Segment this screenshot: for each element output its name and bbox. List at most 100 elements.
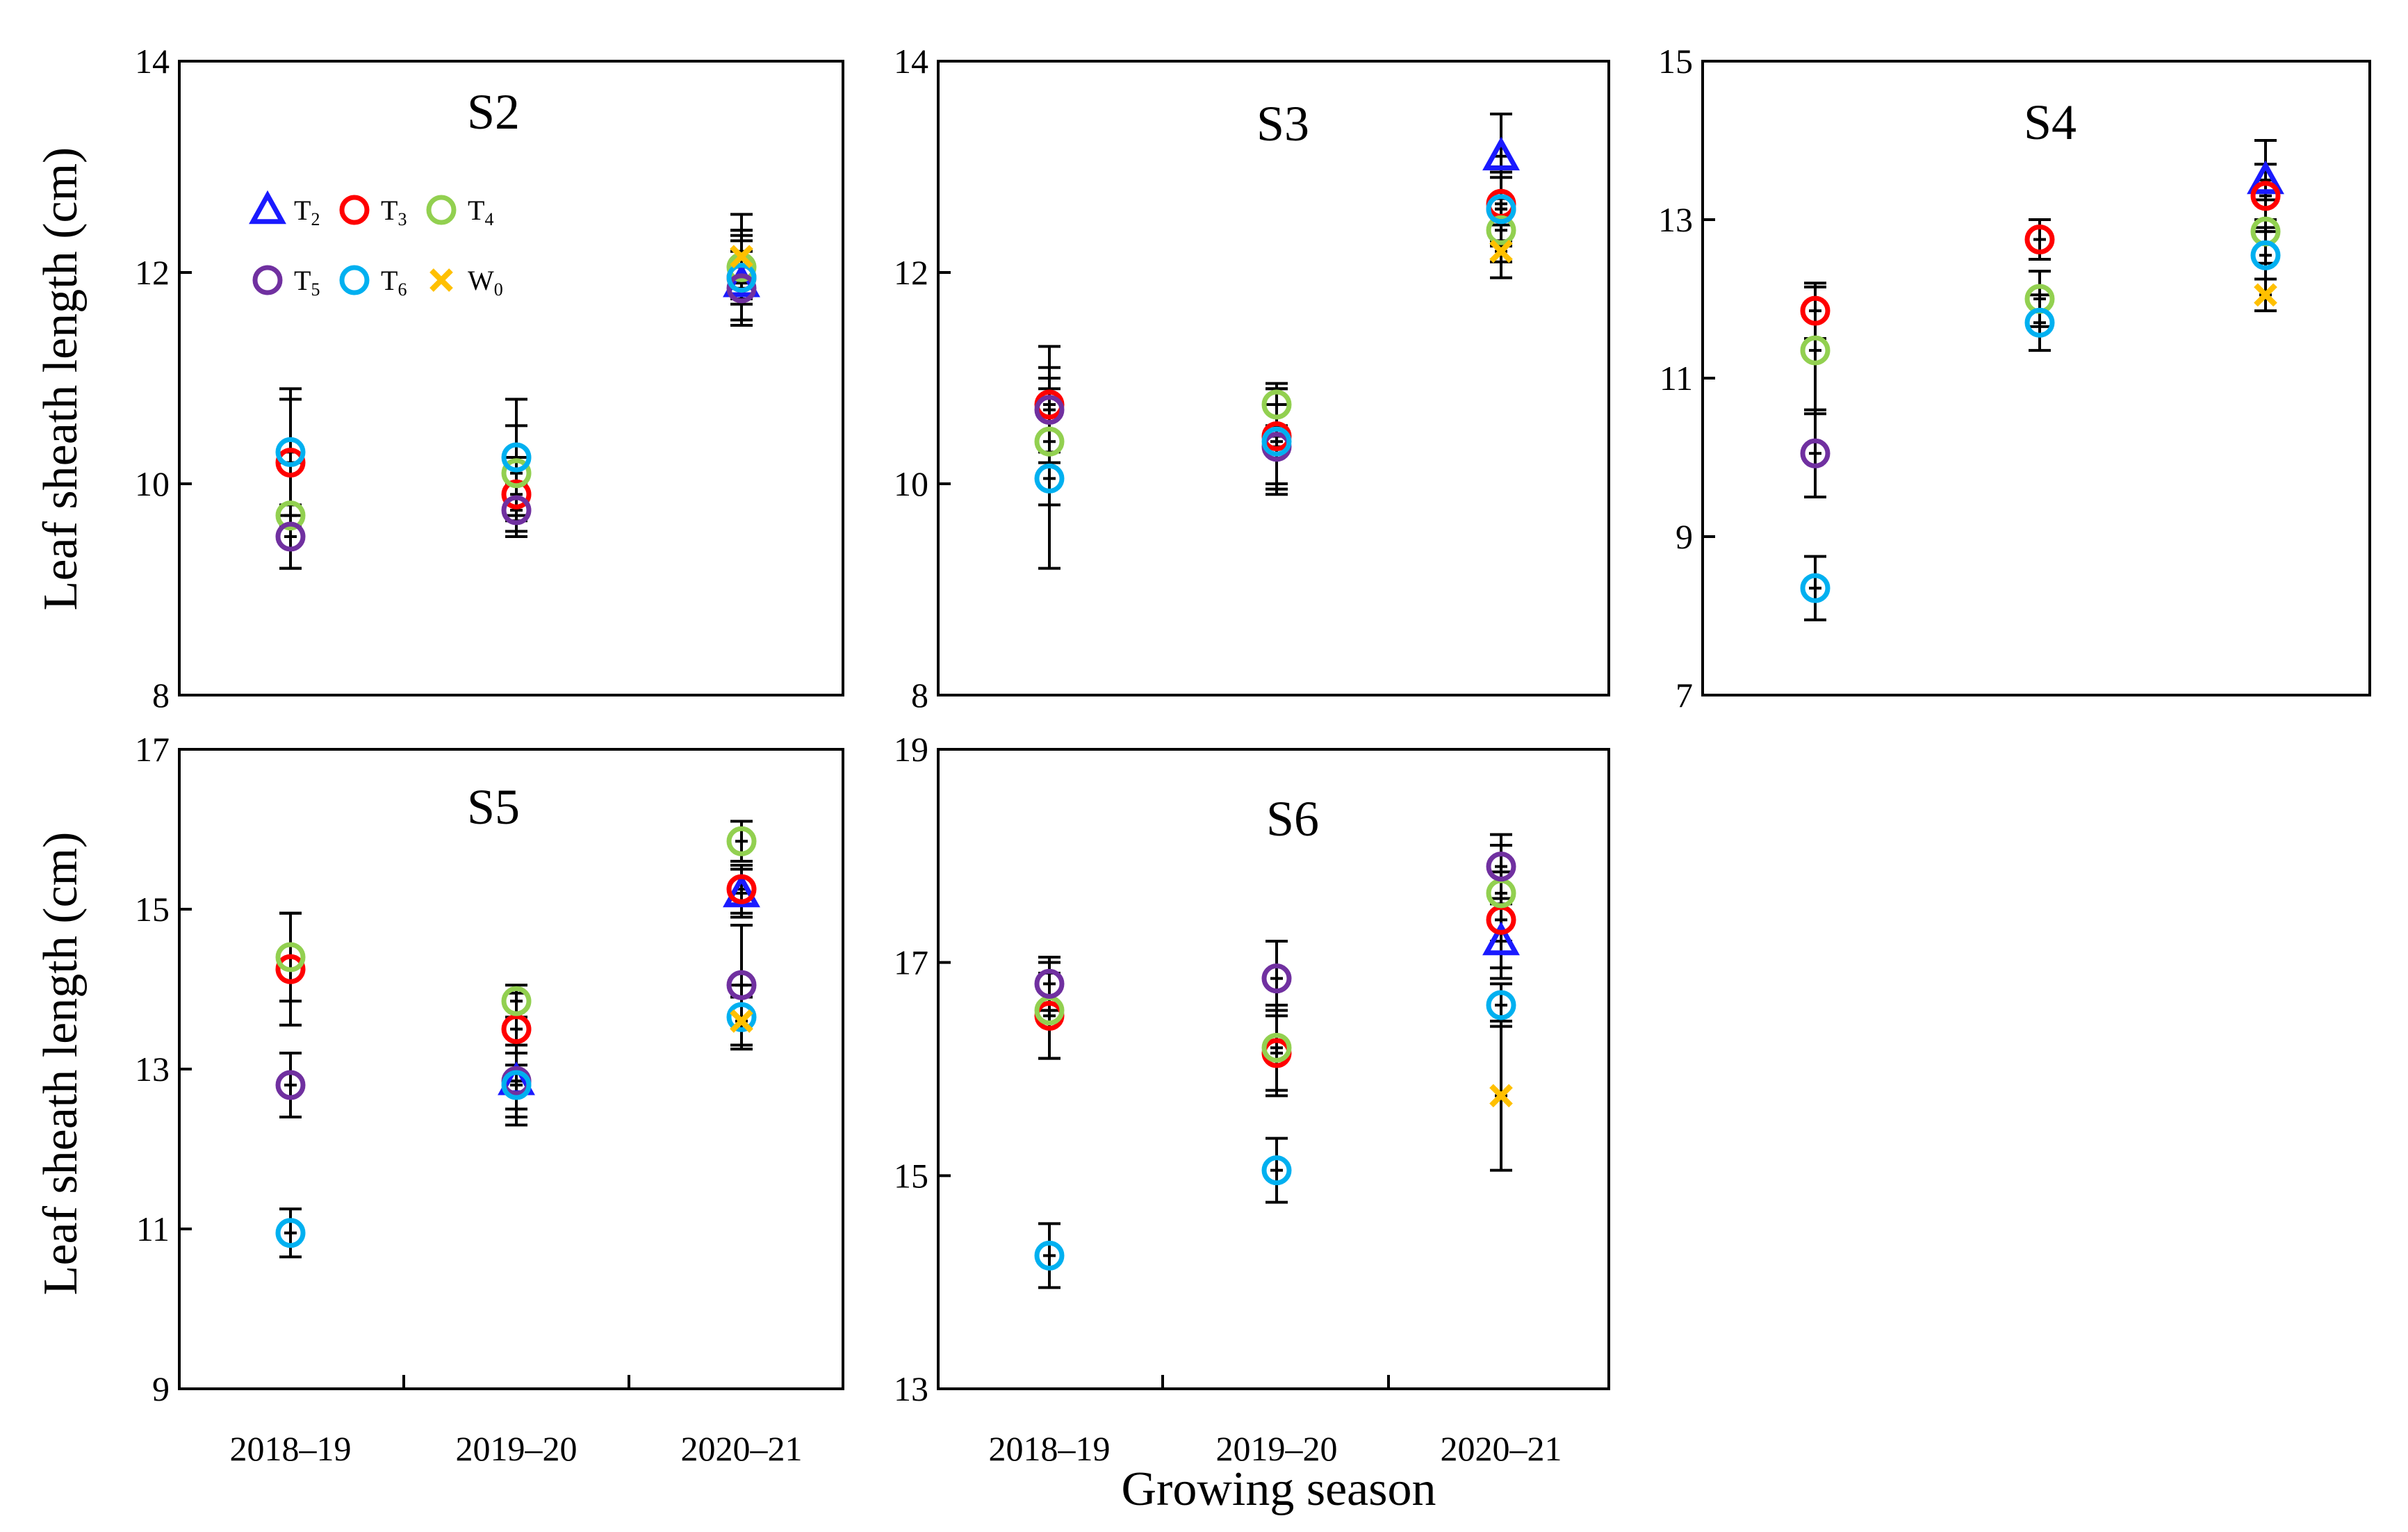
y-tick-label: 12: [894, 253, 928, 292]
x-tick-label: 2019–20: [456, 1429, 578, 1468]
y-tick-label: 13: [894, 1369, 928, 1408]
legend-label-subscript: 0: [494, 279, 503, 300]
error-bar-t5: [1266, 940, 1288, 1018]
legend-item-t3: T3: [339, 195, 407, 229]
panel-title: S2: [467, 84, 520, 140]
point-w0: [730, 245, 753, 269]
point-t6: [726, 1002, 757, 1032]
x-tick-label: 2020–21: [681, 1429, 803, 1468]
point-w0: [1489, 239, 1513, 263]
point-t4: [1261, 389, 1292, 420]
legend-label-base: W: [468, 265, 494, 296]
point-t2: [723, 263, 760, 298]
y-tick-label: 13: [1658, 200, 1693, 239]
point-t2: [723, 873, 760, 908]
point-t3: [275, 448, 306, 478]
point-t6: [2024, 307, 2055, 338]
point-w0: [1489, 1084, 1513, 1108]
legend-item-t5: T5: [252, 265, 320, 300]
point-t6: [501, 442, 532, 473]
point-t6: [726, 263, 757, 293]
x-tick-label: 2019–20: [1216, 1429, 1338, 1468]
point-t3: [501, 1014, 532, 1044]
legend-label-w0: W0: [468, 265, 503, 300]
legend-marker-w0: [429, 268, 453, 292]
legend-label-subscript: 6: [398, 279, 407, 300]
plot-frame: [937, 748, 1610, 1390]
y-axis-label-bottom: Leaf sheath length (cm): [34, 832, 88, 1296]
point-t3: [2024, 225, 2055, 254]
point-t5: [1261, 963, 1292, 994]
point-t6: [1261, 1155, 1292, 1186]
y-tick-label: 9: [1676, 517, 1693, 556]
y-tick-label: 19: [894, 730, 928, 769]
point-t2: [2247, 160, 2284, 195]
point-t6: [275, 437, 306, 467]
point-t6: [2250, 240, 2281, 270]
error-bar-t4: [1804, 285, 1826, 416]
legend-item-t2: T2: [249, 190, 320, 229]
panel-title: S6: [1266, 791, 1319, 847]
error-bar-t6: [1266, 1136, 1288, 1204]
y-tick-label: 8: [911, 676, 928, 715]
point-t6: [275, 1218, 306, 1248]
error-bar-t4: [730, 820, 753, 863]
legend-label-subscript: 5: [311, 279, 320, 300]
y-tick-label: 15: [894, 1156, 928, 1195]
legend-label-subscript: 4: [484, 209, 493, 229]
point-t4: [1034, 426, 1065, 457]
point-t5: [1486, 851, 1516, 882]
legend-marker-t5: [252, 265, 283, 295]
panel-s4: 7 9 11 13 15 S4: [1658, 42, 2371, 715]
legend-item-t4: T4: [426, 195, 493, 229]
error-bar-t5: [1804, 408, 1826, 498]
error-bar-t6: [1038, 1222, 1060, 1289]
point-t6: [1800, 573, 1830, 603]
legend-item-t6: T6: [339, 265, 407, 300]
error-bar-t6: [2029, 293, 2051, 352]
error-bar-t4: [1266, 1004, 1288, 1092]
point-t6: [1034, 463, 1065, 494]
error-bar-t6: [1804, 555, 1826, 621]
point-t2: [1482, 921, 1520, 956]
error-bar-t6: [1490, 982, 1512, 1028]
y-tick-label: 14: [135, 42, 170, 81]
error-bar-t4: [505, 984, 527, 1019]
point-t6: [1486, 990, 1516, 1020]
error-bar-t5: [1038, 956, 1060, 1012]
error-bar-t6: [2254, 230, 2277, 281]
legend-label-base: T: [381, 195, 398, 226]
y-tick-label: 7: [1676, 676, 1693, 715]
legend-label-t3: T3: [381, 195, 407, 229]
panel-s5: 9 11 13 15 17 2018–19 2019–20 2020–21 S5: [135, 730, 844, 1468]
point-t3: [501, 479, 532, 510]
y-axis-label-top: Leaf sheath length (cm): [34, 147, 88, 611]
point-t3: [2250, 181, 2281, 211]
y-tick-label: 10: [894, 464, 928, 503]
plot-frame: [937, 60, 1610, 696]
point-t3: [275, 954, 306, 984]
point-t4: [1261, 1032, 1292, 1063]
legend-label-t5: T5: [294, 265, 320, 300]
point-t5: [1034, 968, 1065, 999]
point-t5: [726, 970, 757, 1000]
point-t6: [1486, 194, 1516, 225]
point-t5: [1034, 395, 1065, 425]
panel-title: S4: [2024, 95, 2077, 150]
y-tick-label: 15: [1658, 42, 1693, 81]
error-bar-t6: [505, 398, 527, 517]
legend-label-t6: T6: [381, 265, 407, 300]
point-t6: [1261, 426, 1292, 457]
point-t4: [275, 500, 306, 531]
y-tick-label: 9: [152, 1369, 170, 1408]
error-bar-t6: [1490, 170, 1512, 247]
y-tick-label: 13: [135, 1050, 170, 1089]
y-tick-label: 12: [135, 253, 170, 292]
point-t4: [726, 826, 757, 856]
point-t5: [726, 273, 757, 304]
error-bar-t3: [730, 863, 753, 915]
panel-s6: 13 15 17 19 2018–19 2019–20 2020–21 S6: [894, 730, 1610, 1468]
x-tick-label: 2018–19: [230, 1429, 352, 1468]
panel-s3: 8 10 12 14 S3: [894, 42, 1610, 715]
